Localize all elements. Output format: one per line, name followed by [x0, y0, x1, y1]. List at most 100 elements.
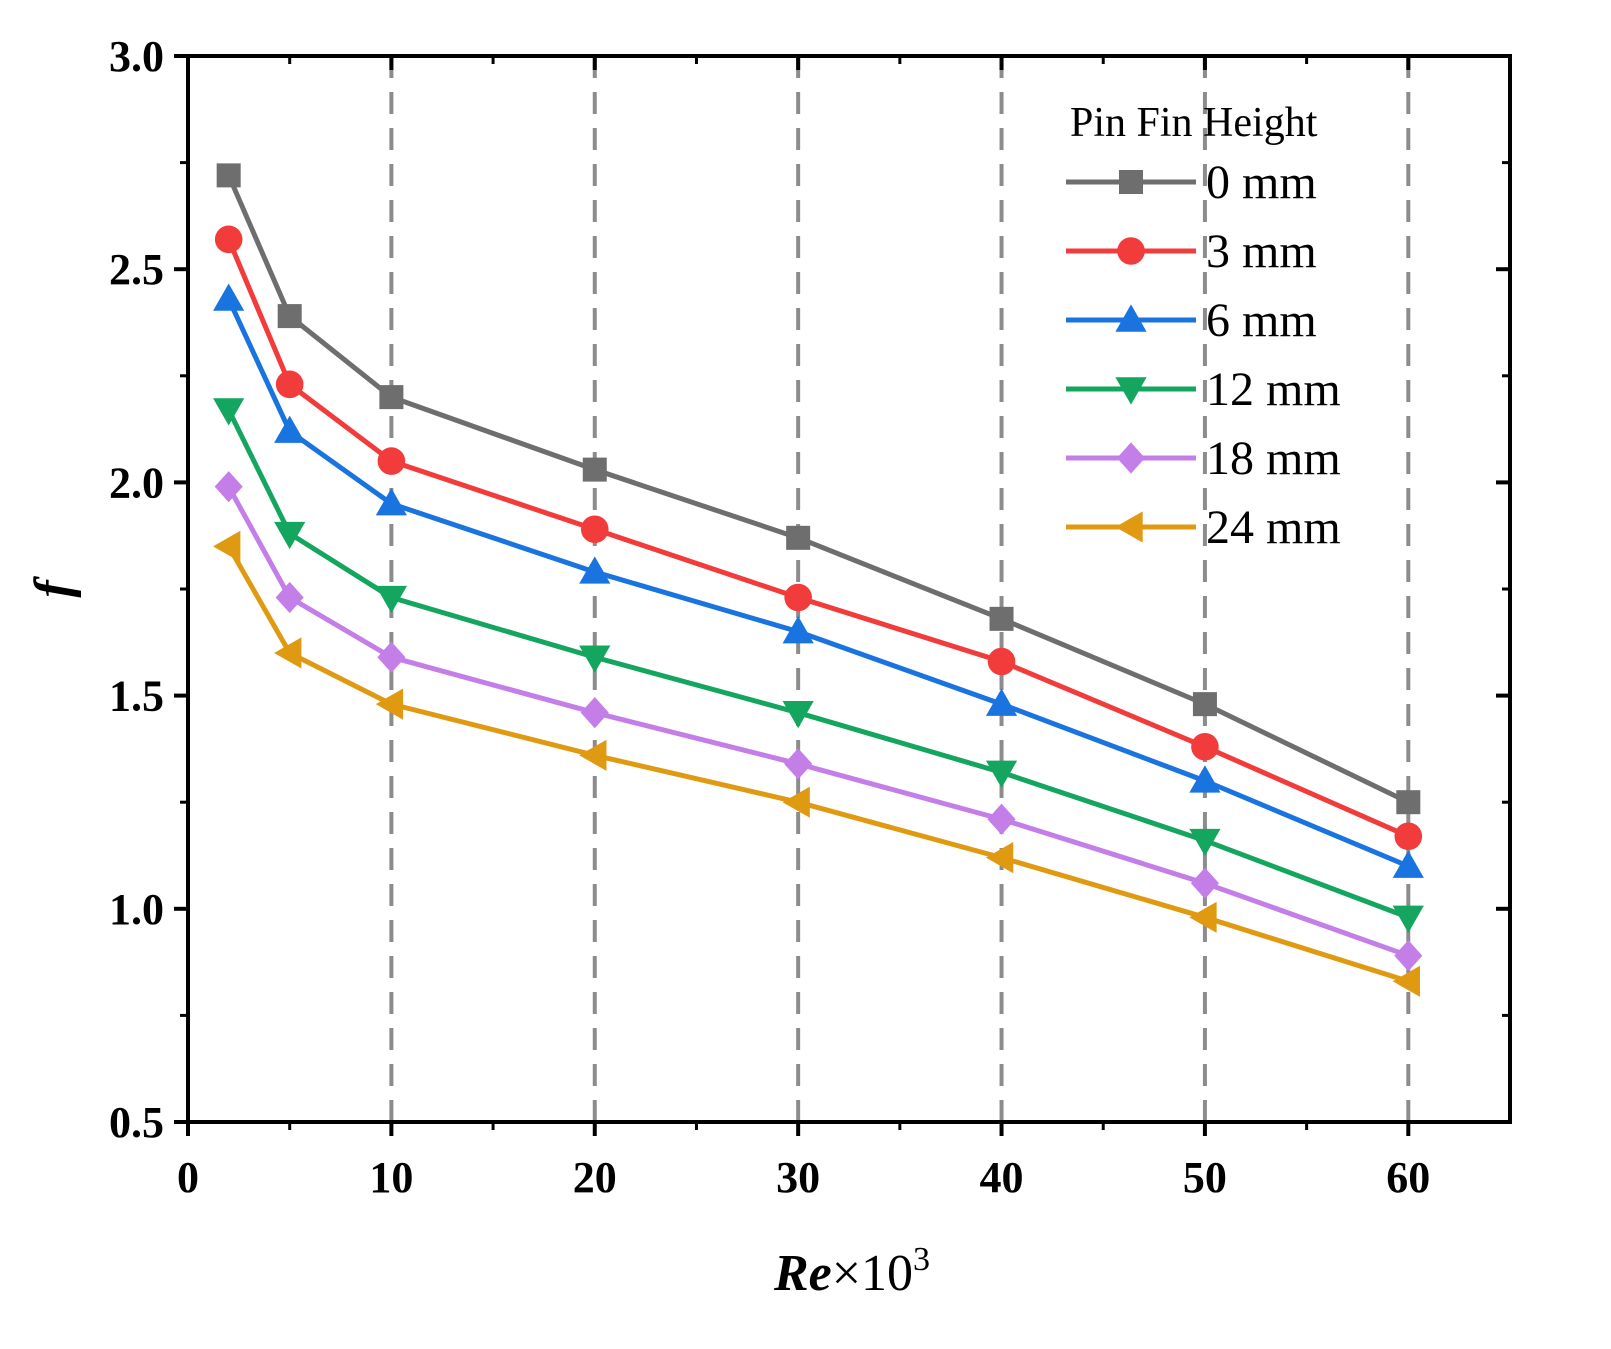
data-point: [784, 748, 813, 780]
data-point: [582, 457, 607, 482]
data-point: [782, 786, 810, 818]
data-point: [1191, 732, 1219, 761]
data-point: [274, 521, 306, 550]
data-point: [784, 583, 812, 612]
legend-swatch-marker: [1115, 304, 1147, 332]
data-point: [782, 616, 814, 644]
data-point: [987, 647, 1016, 676]
data-point: [1392, 965, 1421, 997]
x-tick-label: 60: [1386, 1153, 1430, 1202]
data-point: [377, 447, 406, 475]
x-tick-label: 40: [980, 1153, 1024, 1202]
legend-item: 0 mm: [1066, 156, 1317, 209]
series-3-mm: [214, 225, 1423, 851]
y-axis-title: f: [25, 576, 82, 598]
legend-item: 24 mm: [1066, 501, 1341, 554]
series-line: [226, 408, 1410, 920]
series-24-mm: [213, 530, 1421, 997]
series-12-mm: [213, 398, 1424, 933]
series-18-mm: [214, 471, 1423, 972]
legend-label: 24 mm: [1206, 501, 1341, 554]
legend-item: 12 mm: [1066, 363, 1341, 416]
data-point: [277, 304, 302, 329]
data-point: [786, 525, 811, 550]
x-axis-title-rest: ×10: [832, 1245, 913, 1302]
data-point: [274, 415, 306, 443]
x-tick-label: 10: [369, 1153, 413, 1202]
legend-label: 18 mm: [1206, 432, 1341, 485]
y-tick-label: 1.0: [109, 885, 164, 934]
data-point: [1189, 765, 1221, 793]
legend-swatch-marker: [1116, 442, 1146, 474]
x-tick-label: 20: [573, 1153, 617, 1202]
data-point: [1392, 905, 1424, 933]
data-point: [275, 370, 304, 399]
series-6-mm: [213, 283, 1424, 878]
legend-label: 3 mm: [1206, 225, 1317, 278]
data-point: [579, 645, 611, 673]
y-tick-label: 3.0: [109, 32, 164, 81]
x-axis-title-italic: Re: [773, 1245, 832, 1302]
data-point: [985, 688, 1018, 716]
y-tick-label: 0.5: [109, 1098, 164, 1147]
legend-item: 18 mm: [1066, 432, 1341, 485]
data-point: [1189, 901, 1217, 933]
series-line: [226, 238, 1410, 839]
data-point: [1392, 850, 1424, 878]
legend-item: 3 mm: [1066, 225, 1317, 278]
data-point: [1190, 867, 1219, 899]
legend: Pin Fin Height 0 mm 3 mm 6 mm 12 mm 18 mm 24 …: [1066, 100, 1341, 554]
legend-swatch-marker: [1117, 237, 1145, 265]
legend-label: 6 mm: [1206, 294, 1317, 347]
series-0-mm: [216, 163, 1421, 815]
data-point: [213, 283, 245, 311]
data-point: [214, 471, 243, 503]
x-tick-label: 30: [776, 1153, 820, 1202]
data-point: [580, 697, 609, 729]
data-point: [782, 700, 814, 729]
legend-label: 0 mm: [1206, 156, 1317, 209]
axes: 0 10 20 30 40 50 60 0.5 1.0 1.5 2.0 2.5 3.0: [109, 32, 1510, 1202]
series-line: [226, 298, 1410, 869]
data-point: [987, 803, 1016, 835]
data-point: [579, 556, 611, 584]
y-tick-label: 2.5: [109, 245, 164, 294]
data-point: [1394, 822, 1423, 851]
data-point: [274, 637, 302, 669]
data-point: [580, 515, 609, 544]
data-point: [375, 488, 407, 516]
data-point: [213, 530, 241, 562]
series-line: [226, 545, 1410, 984]
data-point: [379, 385, 404, 410]
series-line: [226, 485, 1410, 959]
data-point: [213, 398, 245, 426]
data-point: [1192, 692, 1217, 717]
data-point: [1394, 940, 1423, 972]
data-point: [275, 581, 304, 614]
x-axis-title-superscript: 3: [913, 1241, 930, 1278]
legend-item: 6 mm: [1066, 294, 1317, 347]
data-point: [216, 163, 241, 188]
y-tick-label: 2.0: [109, 458, 164, 507]
legend-swatch-marker: [1119, 170, 1143, 194]
data-point: [214, 225, 243, 254]
data-point: [377, 641, 406, 673]
data-point: [989, 606, 1014, 631]
data-point: [375, 688, 404, 720]
series-line: [226, 174, 1410, 805]
series-group: [213, 163, 1424, 997]
data-point: [375, 585, 407, 614]
data-point: [579, 739, 607, 771]
data-point: [985, 842, 1014, 874]
x-tick-label: 50: [1183, 1153, 1227, 1202]
legend-label: 12 mm: [1206, 363, 1341, 416]
data-point: [985, 760, 1018, 788]
legend-swatch-marker: [1115, 377, 1147, 405]
y-tick-label: 1.5: [109, 672, 164, 721]
data-point: [1189, 828, 1221, 857]
legend-swatch-marker: [1115, 511, 1143, 543]
vertical-gridlines: [389, 56, 1411, 1122]
x-tick-label: 0: [177, 1153, 199, 1202]
x-axis-title: Re×103: [773, 1241, 930, 1302]
